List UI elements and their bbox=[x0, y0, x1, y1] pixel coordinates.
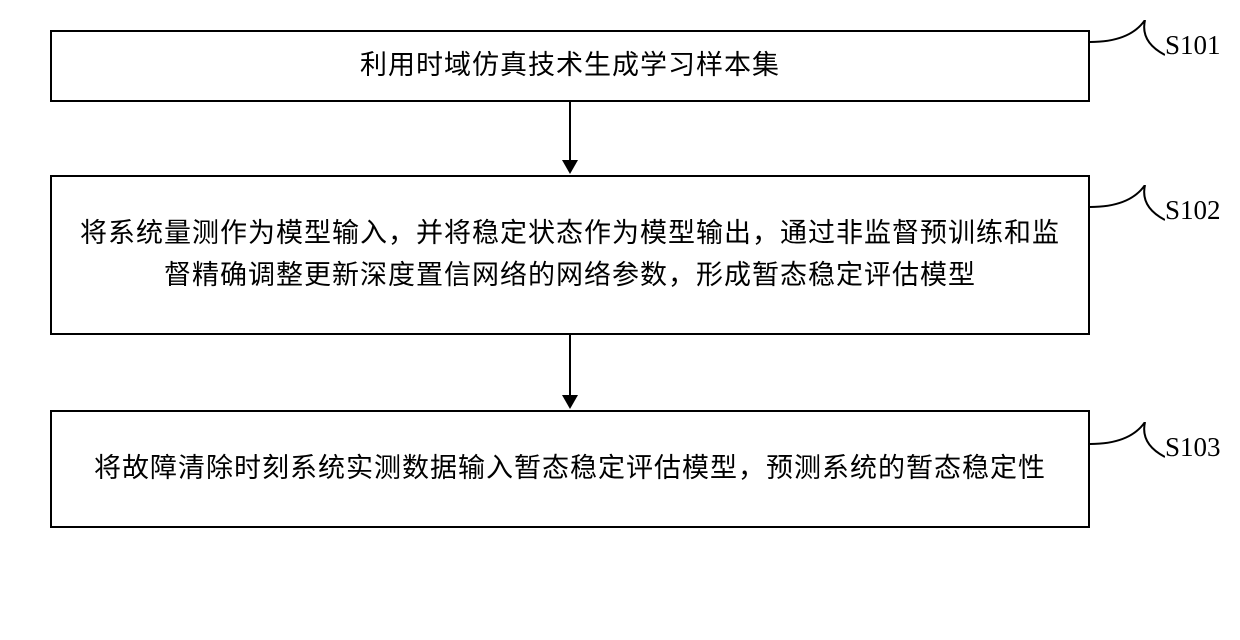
step-s101-label: S101 bbox=[1165, 30, 1221, 61]
arrow-s102-s103-head bbox=[562, 395, 578, 409]
arrow-s101-s102-line bbox=[569, 102, 571, 160]
connector-curve-s101 bbox=[1090, 20, 1165, 65]
arrow-s101-s102-head bbox=[562, 160, 578, 174]
step-s103-label: S103 bbox=[1165, 432, 1221, 463]
step-s102-text: 将系统量测作为模型输入，并将稳定状态作为模型输出，通过非监督预训练和监督精确调整… bbox=[72, 213, 1068, 297]
connector-curve-s102 bbox=[1090, 185, 1165, 230]
step-s102-box: 将系统量测作为模型输入，并将稳定状态作为模型输出，通过非监督预训练和监督精确调整… bbox=[50, 175, 1090, 335]
arrow-s102-s103-line bbox=[569, 335, 571, 395]
step-s103-box: 将故障清除时刻系统实测数据输入暂态稳定评估模型，预测系统的暂态稳定性 bbox=[50, 410, 1090, 528]
step-s102-label: S102 bbox=[1165, 195, 1221, 226]
connector-curve-s103 bbox=[1090, 422, 1165, 467]
step-s101-box: 利用时域仿真技术生成学习样本集 bbox=[50, 30, 1090, 102]
step-s101-text: 利用时域仿真技术生成学习样本集 bbox=[360, 45, 780, 87]
step-s103-text: 将故障清除时刻系统实测数据输入暂态稳定评估模型，预测系统的暂态稳定性 bbox=[94, 448, 1046, 490]
